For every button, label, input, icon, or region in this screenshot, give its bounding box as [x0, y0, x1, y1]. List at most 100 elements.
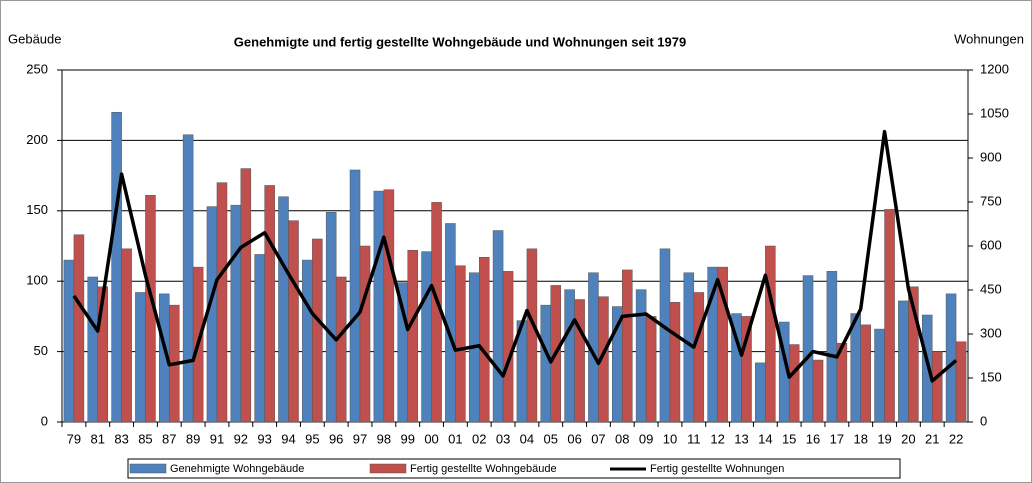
bar	[383, 189, 395, 423]
bar	[635, 289, 647, 423]
x-tick-label: 83	[114, 431, 128, 446]
bar	[574, 299, 585, 423]
x-tick-label: 91	[210, 431, 224, 446]
x-tick-label: 89	[186, 431, 200, 446]
bar	[302, 259, 313, 423]
x-tick-label: 22	[949, 431, 963, 446]
legend-label: Fertig gestellte Wohngebäude	[410, 463, 557, 475]
y-axis-label: Gebäude	[8, 31, 62, 46]
x-tick-label: 12	[710, 431, 724, 446]
bar	[812, 359, 824, 423]
bar	[492, 230, 504, 423]
x-tick-label: 00	[424, 431, 438, 446]
bar	[359, 245, 371, 423]
x-tick-label: 18	[853, 431, 867, 446]
bar	[874, 328, 885, 423]
y2-tick-label: 750	[980, 193, 1002, 208]
bar	[288, 220, 299, 423]
x-tick-label: 09	[639, 431, 653, 446]
bar	[335, 276, 347, 423]
bar	[860, 324, 871, 423]
x-tick-label: 79	[67, 431, 81, 446]
bar	[312, 238, 323, 423]
bar	[765, 245, 776, 423]
x-tick-label: 02	[472, 431, 486, 446]
bar	[931, 351, 943, 423]
y2-tick-label: 1050	[980, 105, 1009, 120]
y-tick-label: 200	[26, 132, 48, 147]
x-tick-label: 96	[329, 431, 343, 446]
x-tick-label: 95	[305, 431, 319, 446]
bar	[645, 316, 657, 423]
bar	[478, 257, 490, 423]
bar	[111, 111, 122, 423]
bar	[826, 271, 838, 423]
x-tick-label: 06	[567, 431, 581, 446]
x-tick-label: 19	[877, 431, 891, 446]
bar	[254, 254, 265, 423]
x-tick-label: 01	[448, 431, 462, 446]
x-tick-label: 08	[615, 431, 629, 446]
x-tick-label: 99	[400, 431, 414, 446]
bar	[325, 211, 337, 423]
y-tick-label: 0	[41, 413, 48, 428]
x-tick-label: 03	[496, 431, 510, 446]
x-tick-label: 14	[758, 431, 772, 446]
bar	[63, 259, 75, 423]
bar	[717, 266, 728, 423]
bar	[564, 289, 575, 423]
x-tick-label: 93	[257, 431, 271, 446]
bar	[502, 271, 514, 423]
bar	[349, 169, 361, 423]
x-tick-label: 87	[162, 431, 176, 446]
y2-tick-label: 1200	[980, 61, 1009, 76]
bar	[540, 304, 552, 423]
bar	[216, 182, 228, 423]
bar	[955, 341, 967, 423]
bar	[87, 276, 99, 423]
y2-tick-label: 450	[980, 281, 1002, 296]
x-tick-label: 05	[544, 431, 558, 446]
bar	[598, 296, 609, 423]
y2-tick-label: 900	[980, 149, 1002, 164]
y2-axis-label: Wohnungen	[954, 31, 1024, 46]
y-tick-label: 150	[26, 202, 48, 217]
line	[72, 129, 958, 383]
legend	[127, 458, 901, 479]
x-tick-label: 07	[591, 431, 605, 446]
legend-swatch	[369, 463, 407, 474]
x-tick-label: 10	[663, 431, 677, 446]
y2-tick-label: 300	[980, 325, 1002, 340]
bar	[669, 302, 681, 423]
x-tick-label: 15	[782, 431, 796, 446]
bar	[264, 185, 275, 423]
x-tick-label: 21	[925, 431, 939, 446]
bar	[908, 286, 919, 423]
bar	[622, 269, 633, 423]
y2-tick-label: 150	[980, 369, 1002, 384]
x-tick-label: 85	[138, 431, 152, 446]
legend-label: Genehmigte Wohngebäude	[170, 463, 304, 475]
bar	[407, 249, 418, 423]
legend-swatch	[129, 463, 167, 474]
x-tick-label: 17	[830, 431, 844, 446]
x-tick-label: 98	[377, 431, 391, 446]
bar	[278, 196, 289, 423]
bar	[788, 344, 800, 423]
bar	[659, 248, 671, 423]
bar	[230, 204, 242, 423]
bar	[526, 248, 538, 423]
x-tick-label: 04	[520, 431, 534, 446]
y2-tick-label: 0	[980, 413, 987, 428]
chart-title: Genehmigte und fertig gestellte Wohngebä…	[234, 34, 686, 49]
y-tick-label: 100	[26, 273, 48, 288]
x-tick-label: 16	[806, 431, 820, 446]
bar	[135, 292, 146, 423]
legend-label: Fertig gestellte Wohnungen	[650, 463, 784, 475]
bar	[898, 300, 909, 423]
bar	[945, 293, 957, 423]
x-tick-label: 97	[353, 431, 367, 446]
y-tick-label: 50	[34, 343, 48, 358]
bar	[884, 209, 895, 423]
